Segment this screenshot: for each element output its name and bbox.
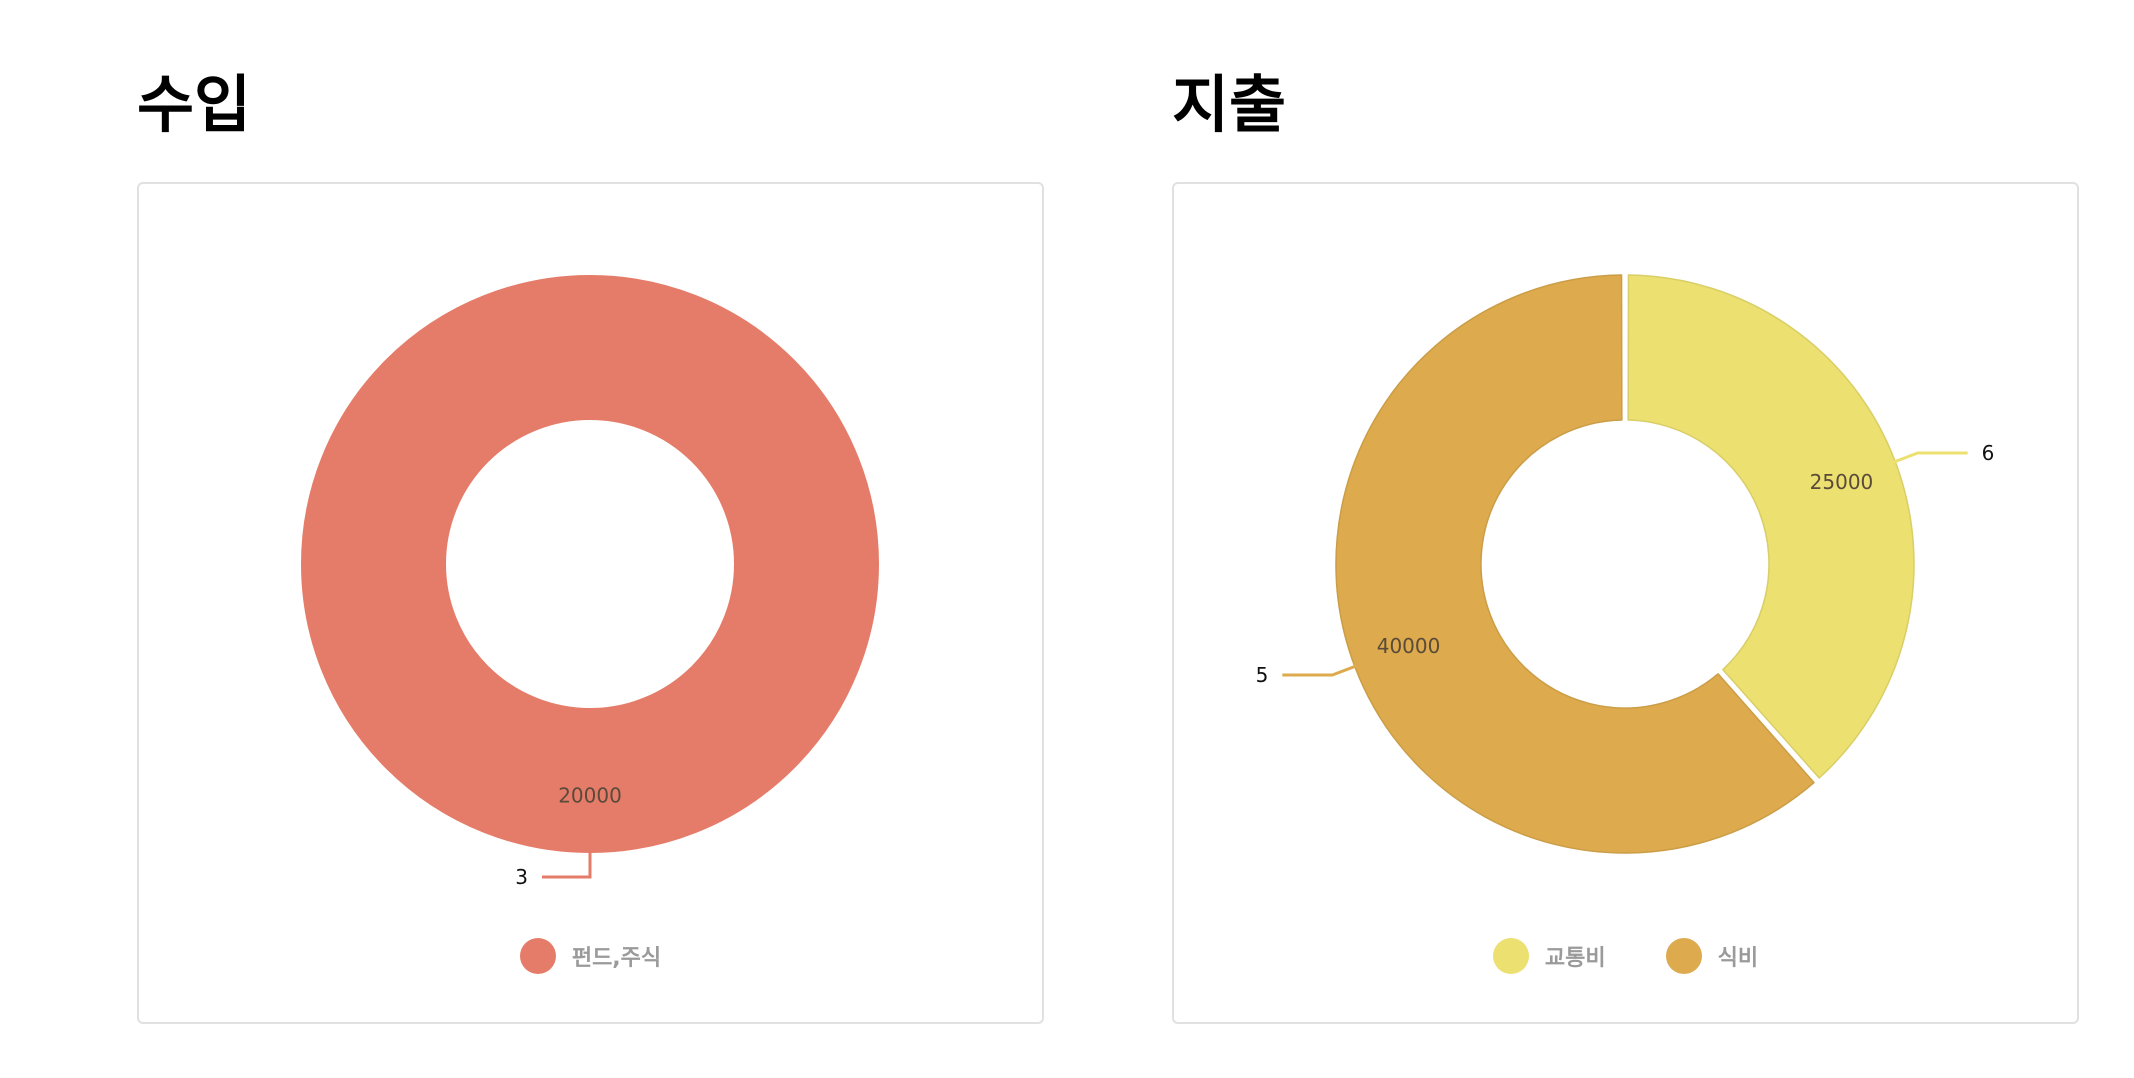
income-section: 수입 20000 3 펀드,주식 bbox=[137, 0, 1044, 1078]
income-legend: 펀드,주식 bbox=[139, 936, 1042, 976]
expense-slice-value-label-0: 25000 bbox=[1810, 470, 1874, 494]
income-callout-line-0 bbox=[542, 849, 592, 879]
expense-slice-0[interactable] bbox=[1627, 274, 1915, 779]
expense-callout-label-1: 5 bbox=[1256, 663, 1269, 687]
expense-section: 지출 25000 6 40000 5 교통비 식비 bbox=[1172, 0, 2079, 1078]
expense-chart-card: 25000 6 40000 5 교통비 식비 bbox=[1172, 182, 2079, 1024]
expense-callout-label-0: 6 bbox=[1982, 441, 1995, 465]
income-slice-0[interactable] bbox=[301, 275, 879, 853]
income-legend-swatch-0 bbox=[519, 938, 556, 974]
expense-donut-chart: 25000 6 40000 5 bbox=[1256, 274, 1995, 854]
expense-legend-label-1: 식비 bbox=[1717, 946, 1759, 971]
expense-legend-item-1[interactable]: 식비 bbox=[1665, 938, 1759, 974]
income-callout-label-0: 3 bbox=[515, 865, 528, 889]
income-legend-item-0[interactable]: 펀드,주식 bbox=[519, 938, 662, 974]
expense-callout-line-1 bbox=[1282, 663, 1360, 677]
expense-slice-value-label-1: 40000 bbox=[1377, 634, 1441, 658]
income-title: 수입 bbox=[137, 68, 252, 141]
expense-title: 지출 bbox=[1172, 68, 1287, 141]
expense-legend-label-0: 교통비 bbox=[1544, 946, 1606, 971]
expense-legend: 교통비 식비 bbox=[1174, 936, 2077, 976]
expense-legend-item-0[interactable]: 교통비 bbox=[1492, 938, 1606, 974]
expense-slice-1[interactable] bbox=[1335, 274, 1815, 854]
income-donut-chart: 20000 3 bbox=[301, 275, 879, 889]
expense-callout-line-0 bbox=[1890, 451, 1968, 465]
income-slice-value-label-0: 20000 bbox=[558, 784, 622, 808]
income-legend-label-0: 펀드,주식 bbox=[571, 946, 662, 971]
expense-legend-swatch-1 bbox=[1665, 938, 1702, 974]
expense-legend-swatch-0 bbox=[1492, 938, 1529, 974]
income-chart-card: 20000 3 펀드,주식 bbox=[137, 182, 1044, 1024]
